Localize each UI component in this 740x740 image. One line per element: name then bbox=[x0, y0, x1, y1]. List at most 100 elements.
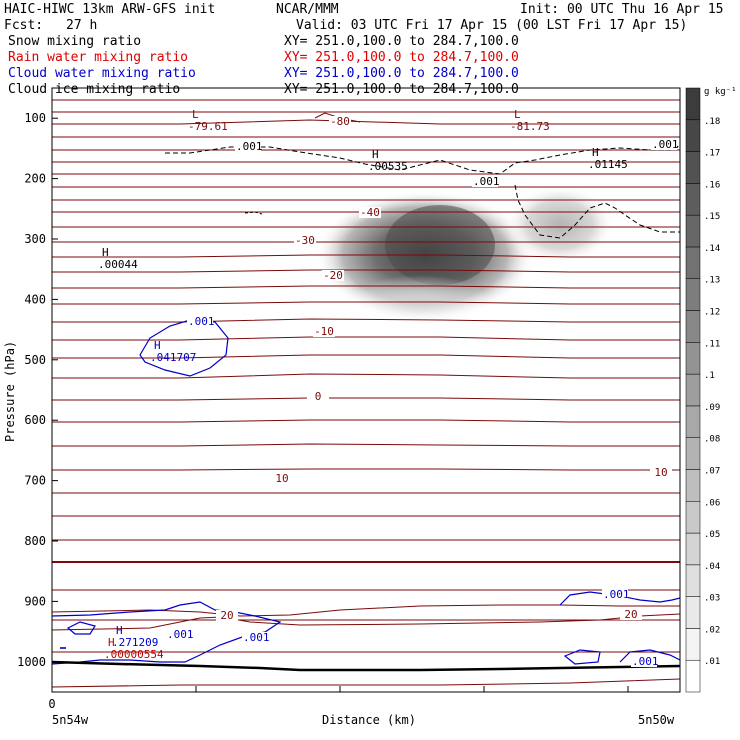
colorbar-bin bbox=[685, 214, 701, 248]
temperature-contours bbox=[52, 99, 680, 688]
temperature-label: -40 bbox=[360, 206, 380, 219]
colorbar-bin bbox=[685, 310, 701, 343]
colorbar-level: .04 bbox=[704, 562, 720, 572]
y-tick-label: 800 bbox=[24, 534, 46, 548]
y-axis-title: Pressure (hPa) bbox=[3, 341, 17, 442]
colorbar-bin bbox=[685, 87, 701, 121]
y-tick-label: 300 bbox=[24, 232, 46, 246]
y-axis: 100 200 300 400 500 600 700 800 900 1000 bbox=[17, 111, 58, 669]
cloud-water-contour-cell-3 bbox=[619, 649, 680, 663]
colorbar-level: .18 bbox=[704, 117, 720, 127]
extrema-labels: L-79.61L-81.73H.00535H.01145H.00044H.041… bbox=[98, 108, 628, 661]
cloud-water-contour-cell bbox=[66, 621, 96, 635]
x-axis: 0 bbox=[48, 686, 629, 711]
colorbar-level: .03 bbox=[704, 594, 720, 604]
y-tick-label: 100 bbox=[24, 111, 46, 125]
colorbar-level: .13 bbox=[704, 276, 720, 286]
label-bg bbox=[187, 316, 213, 327]
ice-contour-small bbox=[244, 211, 263, 215]
field-legend: Snow mixing ratio XY= 251.0,100.0 to 284.… bbox=[8, 34, 519, 97]
field-xy: XY= 251.0,100.0 to 284.7,100.0 bbox=[284, 34, 519, 49]
colorbar-level: .08 bbox=[704, 435, 720, 445]
temperature-labels: -80 -40 -30 -20 -10 0 10 10 20 20 bbox=[216, 115, 672, 622]
contour-labels: .001 .001 .001 .001 .001 .001 .001 .001 bbox=[166, 138, 679, 668]
cloud-water-contour-mid bbox=[139, 319, 229, 377]
temperature-contour bbox=[52, 301, 680, 305]
colorbar-bin bbox=[685, 119, 701, 152]
valid-time: Valid: 03 UTC Fri 17 Apr 15 (00 LST Fri … bbox=[296, 18, 687, 33]
y-tick-label: 400 bbox=[24, 292, 46, 306]
field-xy: XY= 251.0,100.0 to 284.7,100.0 bbox=[284, 66, 519, 81]
extremum-kind: H bbox=[116, 624, 123, 637]
cloud-water-contour-cell-2 bbox=[563, 649, 601, 665]
ice-contour-upper bbox=[165, 144, 680, 175]
colorbar-level: .02 bbox=[704, 625, 720, 635]
field-xy: XY= 251.0,100.0 to 284.7,100.0 bbox=[284, 82, 519, 97]
label-bg bbox=[620, 609, 642, 620]
label-bg bbox=[235, 141, 261, 152]
y-tick-label: 600 bbox=[24, 413, 46, 427]
label-bg bbox=[472, 176, 498, 187]
cloud-water-contour-low-right bbox=[559, 591, 680, 606]
temperature-contour bbox=[52, 604, 680, 617]
extremum-kind: H bbox=[108, 636, 115, 649]
extremum-value: .041707 bbox=[150, 351, 196, 364]
label-bg bbox=[307, 391, 329, 402]
colorbar-bin bbox=[685, 278, 701, 311]
y-tick-label: 1000 bbox=[17, 655, 46, 669]
extremum-value: .00535 bbox=[368, 160, 408, 173]
temperature-contour bbox=[52, 613, 680, 631]
label-bg bbox=[322, 270, 344, 281]
colorbar-bin bbox=[685, 373, 701, 407]
colorbar-bin bbox=[685, 564, 701, 597]
temperature-contour bbox=[52, 119, 680, 125]
temperature-contour bbox=[52, 678, 680, 688]
temperature-contour bbox=[52, 318, 680, 323]
colorbar-bin bbox=[685, 151, 701, 184]
colorbar-level: .1 bbox=[704, 371, 715, 381]
y-tick-label: 700 bbox=[24, 474, 46, 488]
temperature-contour bbox=[52, 254, 680, 258]
extremum-kind: L bbox=[192, 108, 199, 121]
init-time: Init: 00 UTC Thu 16 Apr 15 bbox=[520, 2, 724, 17]
contour-label: .001 bbox=[652, 138, 679, 151]
colorbar-level: .01 bbox=[704, 657, 720, 667]
colorbar-unit: g kg⁻¹ bbox=[704, 87, 737, 97]
colorbar-level: .09 bbox=[704, 403, 720, 413]
colorbar-level: .15 bbox=[704, 212, 720, 222]
extremum-value: .01145 bbox=[588, 158, 628, 171]
contour-label: .001 bbox=[243, 631, 270, 644]
contour-label: .001 bbox=[236, 140, 263, 153]
colorbar-level: .05 bbox=[704, 530, 720, 540]
label-bg bbox=[650, 467, 672, 478]
contour-label: .001 bbox=[632, 655, 659, 668]
label-bg bbox=[313, 326, 335, 337]
field-name: Rain water mixing ratio bbox=[8, 50, 188, 65]
label-bg bbox=[294, 235, 316, 246]
label-bg bbox=[166, 629, 192, 640]
extremum-value: -79.61 bbox=[188, 120, 228, 133]
colorbar-level: .12 bbox=[704, 308, 720, 318]
contour-label: .001 bbox=[167, 628, 194, 641]
temperature-label: -80 bbox=[330, 115, 350, 128]
colorbar-bin bbox=[685, 659, 701, 693]
temperature-label: 0 bbox=[315, 390, 322, 403]
colorbar: .01 .02 .03 .04 .05 .06 .07 .08 .09 .1 .11 .12 .13 .1… bbox=[685, 87, 720, 693]
temperature-contour bbox=[52, 468, 680, 471]
extremum-kind: H bbox=[592, 146, 599, 159]
label-bg bbox=[242, 632, 268, 643]
colorbar-level: .17 bbox=[704, 149, 720, 159]
x-start-label: 5n54w bbox=[52, 713, 89, 727]
y-tick-label: 500 bbox=[24, 353, 46, 367]
colorbar-level: .07 bbox=[704, 466, 720, 476]
fcst-value: 27 h bbox=[66, 18, 97, 33]
model-title: HAIC-HIWC 13km ARW-GFS init bbox=[4, 2, 215, 17]
extremum-kind: L bbox=[514, 108, 521, 121]
extremum-kind: H bbox=[154, 339, 161, 352]
colorbar-bin bbox=[685, 183, 701, 216]
contour-label: .001 bbox=[188, 315, 215, 328]
extremum-value: .271209 bbox=[112, 636, 158, 649]
colorbar-level: .16 bbox=[704, 180, 720, 190]
extremum-value: -81.73 bbox=[510, 120, 550, 133]
